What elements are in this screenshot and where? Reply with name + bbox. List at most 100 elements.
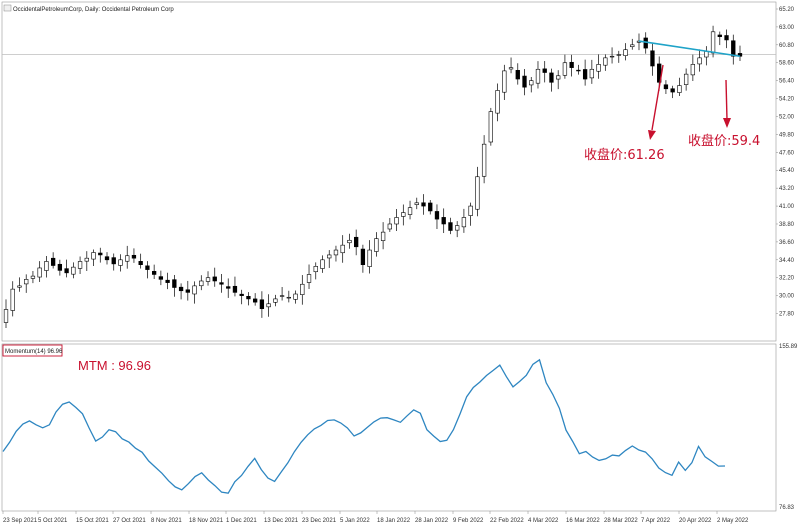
candle-body [354, 236, 359, 248]
candle [37, 261, 42, 282]
price-axis-tick-label: 54.20 [779, 97, 795, 103]
candle-body [131, 254, 137, 259]
candle [589, 59, 595, 84]
candle [603, 54, 608, 71]
candle [232, 276, 238, 297]
candle [650, 43, 655, 76]
candle-body [219, 282, 224, 285]
candle-body [232, 285, 238, 293]
candle-body [286, 296, 291, 299]
candle [118, 254, 123, 272]
candle [683, 68, 689, 91]
candle [178, 283, 184, 300]
candle [508, 57, 514, 74]
candle-body [145, 265, 150, 270]
momentum-panel [1, 343, 777, 512]
candle [104, 252, 110, 265]
candle-body [556, 75, 561, 80]
candle [448, 217, 453, 235]
candle-body [253, 298, 258, 303]
candle [17, 277, 22, 292]
candle [609, 47, 615, 64]
candle-body [64, 268, 69, 274]
candle-body [407, 207, 413, 215]
momentum-line [2, 358, 726, 494]
date-axis: 23 Sep 2021 5 Oct 2021 15 Oct 2021 27 Oct 2… [2, 511, 749, 524]
candle-body [596, 64, 601, 72]
candle-body [71, 266, 76, 275]
candle [731, 34, 736, 65]
candle-body [650, 50, 655, 67]
candle-body [91, 252, 96, 260]
candle [623, 43, 628, 61]
momentum-axis: 155.89 76.83 [779, 344, 798, 511]
candle-body [461, 217, 467, 228]
candle [428, 200, 433, 215]
candle [354, 229, 359, 256]
candle [542, 61, 547, 83]
candle-body [697, 57, 702, 65]
chart-icon [3, 4, 12, 12]
candle-body [98, 252, 103, 256]
trend-line[interactable] [638, 40, 741, 58]
date-axis-tick-label: 18 Nov 2021 [189, 518, 224, 524]
candle-body [44, 261, 49, 271]
candle-body [448, 222, 453, 231]
price-axis-tick-label: 27.80 [779, 312, 795, 318]
candle-body [414, 202, 419, 205]
candle [239, 289, 244, 305]
candle-body [421, 202, 426, 207]
candle-body [387, 223, 392, 230]
candle [306, 264, 312, 289]
candle-body [603, 57, 608, 66]
candle [64, 259, 69, 278]
candle [259, 291, 265, 318]
candle-body [710, 31, 716, 54]
candle [475, 166, 480, 217]
candle-body [340, 244, 345, 254]
candle [556, 70, 561, 90]
candle [488, 107, 493, 146]
candle [455, 221, 460, 238]
candle-body [178, 286, 184, 292]
date-axis-tick-label: 7 Apr 2022 [641, 518, 671, 524]
candle [293, 290, 298, 304]
candle [273, 294, 278, 307]
candle-body [172, 279, 177, 288]
candle-body [293, 293, 298, 300]
candle-body [239, 293, 244, 296]
candle [131, 248, 137, 263]
mtm-annotation: MTM : 96.96 [78, 358, 151, 373]
candle [111, 253, 116, 271]
candle-body [475, 176, 480, 210]
price-axis-tick-label: 60.80 [779, 43, 795, 49]
candle [522, 69, 527, 96]
candle [340, 235, 345, 263]
candle [300, 275, 305, 305]
date-axis-tick-label: 28 Mar 2022 [604, 518, 638, 524]
candle [185, 280, 190, 301]
candle-body [724, 35, 729, 41]
candle-body [24, 279, 29, 285]
candle [286, 290, 291, 303]
candle [158, 270, 164, 286]
price-axis-tick-label: 30.00 [779, 294, 795, 300]
candle [630, 38, 635, 50]
candle-body [731, 40, 736, 57]
candle [374, 232, 379, 257]
candle-body [185, 289, 190, 293]
candle [57, 259, 63, 276]
candle [192, 281, 197, 304]
candle-body [125, 255, 130, 262]
date-axis-tick-label: 9 Feb 2022 [453, 518, 484, 524]
price-axis-tick-label: 43.20 [779, 186, 795, 192]
candle [502, 64, 507, 101]
date-axis-tick-label: 28 Jan 2022 [415, 518, 449, 524]
candle [515, 63, 520, 85]
candle [84, 251, 89, 271]
candle [138, 253, 143, 269]
price-panel [1, 1, 777, 342]
candle-body [428, 202, 433, 212]
candle-body [367, 249, 372, 267]
